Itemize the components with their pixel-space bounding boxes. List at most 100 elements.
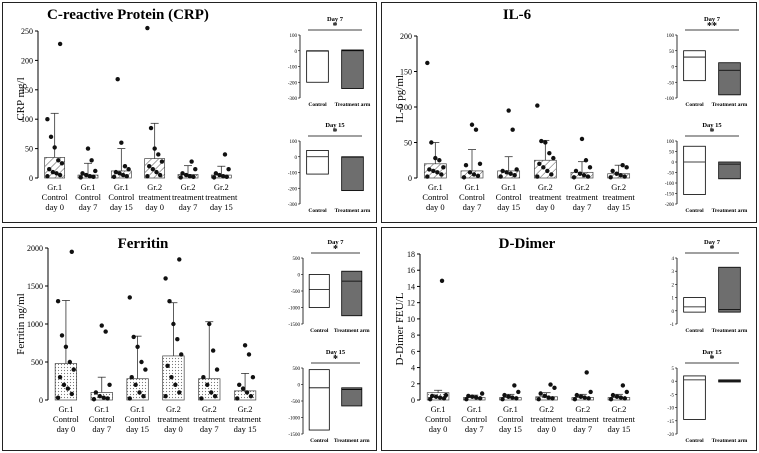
data-point (207, 321, 212, 327)
data-point (45, 174, 50, 179)
data-point (433, 394, 439, 399)
data-point (83, 172, 89, 178)
data-point (145, 174, 150, 179)
x-tick-label: Control (310, 438, 329, 444)
data-point (461, 175, 467, 180)
y-tick-label: 0 (411, 396, 415, 405)
data-point (205, 382, 210, 387)
y-tick-label: 10 (407, 315, 415, 324)
data-point (427, 167, 432, 172)
inset-title: Day 7 (704, 239, 721, 246)
x-tick-label: Control (308, 208, 327, 214)
crp-panel: C-reactive Protein (CRP) CRP mg/l 0 50 100… (2, 2, 377, 223)
data-point (506, 108, 511, 113)
data-point (433, 155, 438, 161)
data-point (91, 174, 96, 180)
y-tick-label: 150 (400, 68, 412, 77)
data-point (516, 389, 521, 395)
data-point (512, 383, 517, 388)
x-tick-label: treatment (193, 414, 226, 424)
data-point (500, 396, 505, 402)
y-tick-label: 100 (21, 115, 33, 124)
data-point (93, 168, 98, 174)
y-tick-label: 500 (31, 358, 43, 367)
crp-day15-inset: Day 15* 100 0 -100 -200 -300 Control Treatment … (288, 122, 371, 214)
x-tick-label: Gr.2 (238, 404, 253, 414)
y-tick-label: 2 (411, 380, 415, 389)
data-point (67, 359, 73, 365)
data-point (141, 394, 146, 399)
data-point (504, 170, 509, 175)
x-tick-label: day 7 (573, 424, 592, 434)
x-tick-label: Treatment arm (712, 102, 748, 108)
data-point (85, 146, 91, 151)
x-tick-label: Gr.1 (467, 404, 482, 414)
x-tick-label: Control (685, 208, 704, 214)
x-tick-label: Gr.1 (428, 182, 443, 192)
data-point (63, 344, 69, 349)
data-point (191, 174, 196, 180)
inset-title: Day 15 (702, 122, 722, 129)
data-point (473, 127, 479, 132)
x-tick-label: Gr.2 (202, 404, 217, 414)
data-point (187, 174, 193, 179)
data-point (443, 392, 449, 398)
y-tick-label: 150 (21, 86, 33, 95)
panel-title: Ferritin (117, 236, 169, 252)
x-tick-label: day 0 (537, 424, 556, 434)
data-point (235, 396, 240, 401)
inset-title: Day 15 (702, 349, 722, 356)
data-point (581, 172, 587, 178)
data-point (115, 77, 120, 82)
x-tick-label: Gr.1 (465, 182, 480, 192)
x-tick-label: Treatment arm (712, 208, 748, 214)
data-point (437, 158, 442, 163)
data-point (498, 174, 503, 179)
data-point (477, 396, 483, 401)
data-point (124, 174, 129, 179)
y-tick-label: -100 (665, 182, 675, 187)
data-point (551, 155, 556, 161)
y-tick-label: 100 (290, 34, 298, 39)
data-point (113, 169, 119, 175)
significance-marker: * (333, 244, 338, 255)
data-point (469, 122, 475, 127)
y-tick-label: 500 (293, 367, 301, 372)
data-point (55, 299, 61, 304)
data-point (156, 152, 161, 157)
data-point (57, 172, 63, 178)
data-point (620, 163, 625, 168)
data-point (535, 103, 540, 108)
x-tick-label: treatment (229, 414, 262, 424)
data-point (169, 375, 174, 380)
y-tick-label: 0 (672, 380, 675, 385)
box (341, 387, 363, 407)
data-point (467, 170, 473, 175)
x-tick-label: Treatment arm (712, 438, 748, 444)
x-tick-label: Control (497, 414, 524, 424)
box (718, 62, 741, 96)
x-tick-label: Control (108, 192, 135, 202)
data-point (620, 383, 626, 388)
ferritin-day15-inset: Day 15* 500 0 -500 -1000 -1500 Control Treatmen… (288, 349, 370, 444)
y-tick-label: 50 (404, 139, 412, 148)
x-tick-label: Control (685, 102, 704, 108)
x-tick-label: treatment (205, 192, 238, 202)
y-tick-label: 250 (21, 27, 33, 36)
il6-panel: IL-6 IL-6 pg/ml 0 50 100 150 200 Gr.1 Control d… (381, 2, 757, 223)
significance-marker: * (333, 21, 338, 32)
x-tick-label: treatment (529, 192, 562, 202)
data-point (50, 169, 56, 175)
data-point (506, 394, 511, 399)
data-point (441, 396, 447, 401)
x-tick-label: day 15 (210, 202, 233, 212)
data-point (209, 390, 214, 395)
inset-title: Day 7 (327, 239, 344, 246)
data-point (56, 158, 61, 163)
box (683, 297, 706, 313)
data-point (224, 174, 229, 180)
data-point (211, 175, 217, 180)
x-tick-label: day 0 (164, 424, 183, 434)
